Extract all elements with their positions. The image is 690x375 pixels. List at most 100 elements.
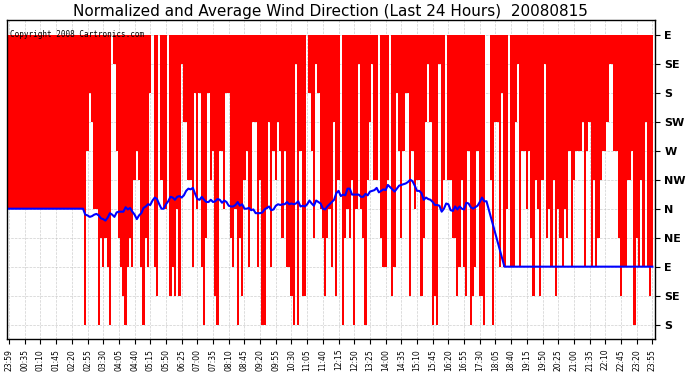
- Bar: [454, 35, 456, 238]
- Bar: [226, 35, 228, 93]
- Bar: [438, 35, 440, 64]
- Bar: [409, 35, 411, 296]
- Bar: [483, 35, 485, 325]
- Bar: [97, 35, 100, 325]
- Bar: [413, 35, 416, 209]
- Bar: [61, 35, 64, 209]
- Bar: [115, 35, 118, 151]
- Bar: [59, 35, 61, 209]
- Bar: [279, 35, 282, 151]
- Bar: [591, 35, 593, 267]
- Bar: [19, 35, 21, 209]
- Bar: [499, 35, 501, 267]
- Bar: [268, 35, 270, 122]
- Bar: [598, 35, 600, 238]
- Bar: [515, 35, 517, 122]
- Bar: [219, 35, 221, 151]
- Bar: [37, 35, 39, 209]
- Bar: [322, 35, 324, 238]
- Bar: [304, 35, 306, 296]
- Bar: [479, 35, 481, 296]
- Bar: [176, 35, 178, 209]
- Bar: [149, 35, 151, 93]
- Bar: [277, 35, 279, 122]
- Bar: [635, 35, 638, 238]
- Bar: [172, 35, 174, 267]
- Bar: [353, 35, 355, 325]
- Bar: [542, 35, 544, 180]
- Bar: [39, 35, 41, 209]
- Bar: [506, 35, 508, 209]
- Bar: [317, 35, 319, 93]
- Bar: [571, 35, 573, 267]
- Bar: [120, 35, 122, 267]
- Bar: [14, 35, 17, 209]
- Bar: [169, 35, 172, 296]
- Bar: [203, 35, 205, 325]
- Bar: [328, 35, 331, 209]
- Bar: [611, 35, 613, 64]
- Bar: [66, 35, 68, 209]
- Bar: [647, 35, 649, 267]
- Bar: [273, 35, 275, 151]
- Bar: [93, 35, 95, 209]
- Bar: [546, 35, 548, 238]
- Bar: [239, 35, 241, 238]
- Bar: [77, 35, 79, 209]
- Bar: [373, 35, 375, 180]
- Bar: [604, 35, 607, 151]
- Bar: [50, 35, 52, 209]
- Bar: [10, 35, 12, 209]
- Bar: [113, 35, 115, 64]
- Bar: [494, 35, 497, 122]
- Bar: [593, 35, 595, 180]
- Bar: [416, 35, 418, 180]
- Bar: [476, 35, 479, 151]
- Bar: [187, 35, 190, 180]
- Bar: [138, 35, 140, 180]
- Bar: [369, 35, 371, 122]
- Bar: [286, 35, 288, 267]
- Bar: [526, 35, 528, 209]
- Bar: [17, 35, 19, 209]
- Bar: [266, 35, 268, 209]
- Bar: [64, 35, 66, 209]
- Bar: [510, 35, 512, 267]
- Bar: [407, 35, 409, 93]
- Bar: [560, 35, 562, 238]
- Bar: [535, 35, 537, 180]
- Bar: [396, 35, 398, 93]
- Bar: [461, 35, 463, 180]
- Bar: [290, 35, 293, 296]
- Bar: [624, 35, 627, 267]
- Bar: [299, 35, 302, 151]
- Bar: [528, 35, 530, 151]
- Bar: [293, 35, 295, 325]
- Bar: [380, 35, 382, 238]
- Bar: [512, 35, 515, 267]
- Bar: [555, 35, 557, 296]
- Bar: [129, 35, 131, 238]
- Bar: [533, 35, 535, 296]
- Bar: [241, 35, 244, 296]
- Bar: [434, 35, 436, 296]
- Bar: [443, 35, 445, 180]
- Bar: [199, 35, 201, 93]
- Bar: [331, 35, 333, 267]
- Bar: [382, 35, 384, 267]
- Bar: [210, 35, 212, 180]
- Bar: [295, 35, 297, 64]
- Bar: [165, 35, 167, 209]
- Bar: [46, 35, 48, 209]
- Bar: [104, 35, 106, 238]
- Bar: [275, 35, 277, 180]
- Bar: [564, 35, 566, 209]
- Bar: [100, 35, 102, 238]
- Bar: [244, 35, 246, 180]
- Bar: [75, 35, 77, 209]
- Bar: [246, 35, 248, 151]
- Bar: [235, 35, 237, 209]
- Bar: [629, 35, 631, 180]
- Bar: [465, 35, 467, 296]
- Bar: [649, 35, 651, 296]
